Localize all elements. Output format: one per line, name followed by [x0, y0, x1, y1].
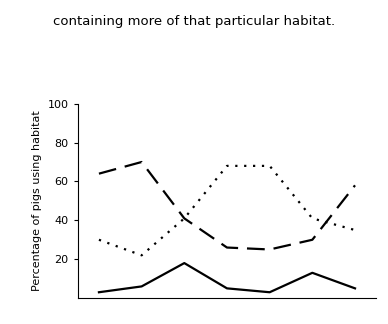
Text: containing more of that particular habitat.: containing more of that particular habit…	[53, 15, 335, 28]
Y-axis label: Percentage of pigs using habitat: Percentage of pigs using habitat	[32, 110, 42, 291]
